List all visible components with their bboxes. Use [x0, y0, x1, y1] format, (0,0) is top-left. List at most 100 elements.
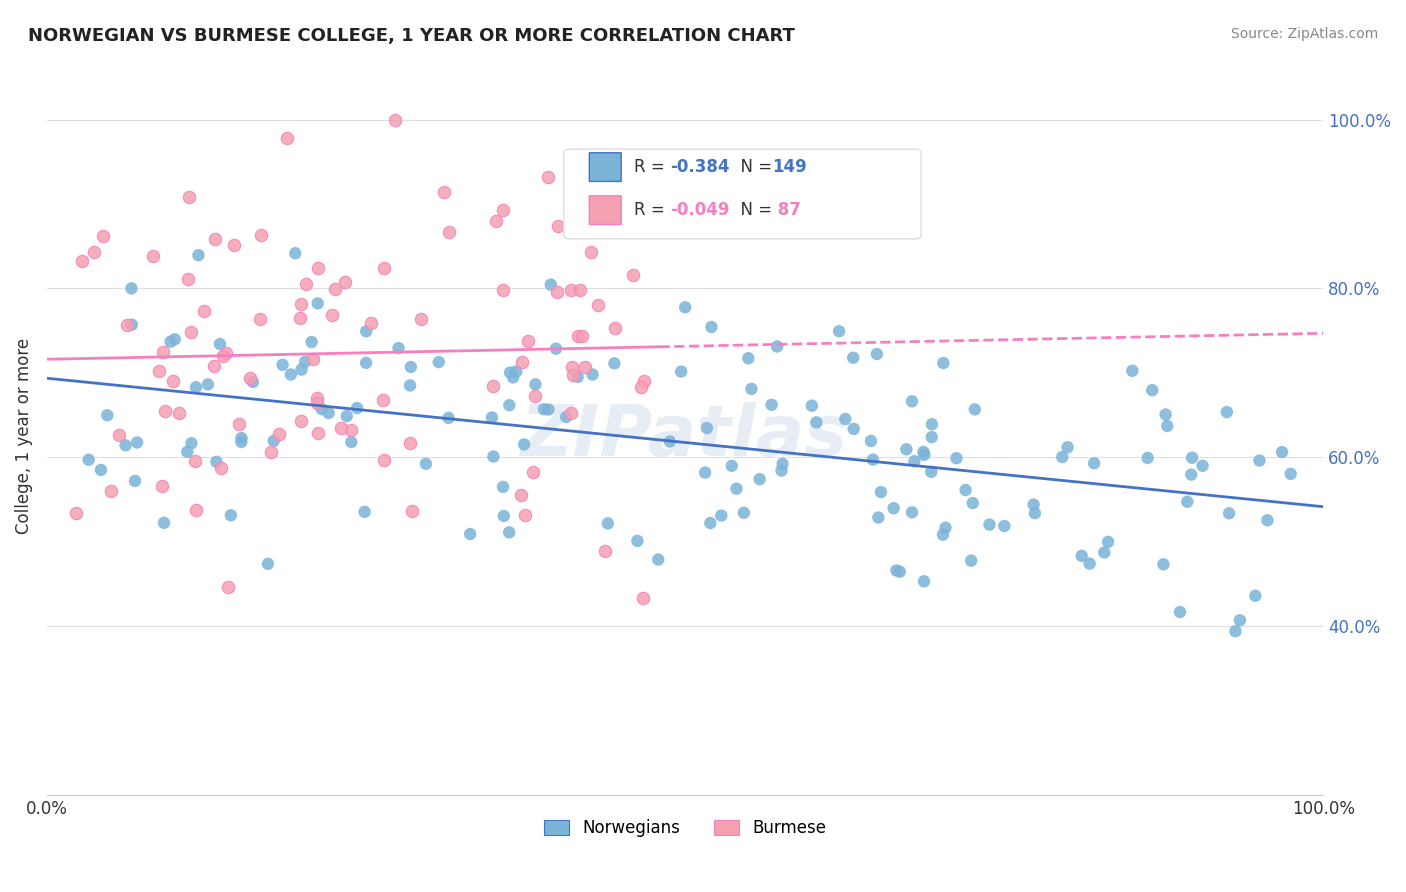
Norwegians [231, 434, 253, 449]
Norwegians [290, 362, 312, 376]
Burmese [560, 406, 582, 420]
Norwegians [859, 434, 882, 448]
Norwegians [127, 435, 149, 450]
Burmese [360, 316, 382, 330]
Burmese [373, 453, 395, 467]
Norwegians [336, 409, 359, 423]
Norwegians [399, 359, 422, 374]
Norwegians [1097, 534, 1119, 549]
Norwegians [208, 337, 231, 351]
Norwegians [1083, 456, 1105, 470]
Burmese [177, 272, 200, 286]
Norwegians [184, 380, 207, 394]
Norwegians [1022, 498, 1045, 512]
Text: N =: N = [730, 201, 778, 219]
Burmese [239, 371, 262, 385]
Norwegians [766, 339, 789, 353]
Norwegians [920, 465, 942, 479]
Text: R =: R = [634, 201, 671, 219]
Norwegians [770, 463, 793, 477]
Norwegians [387, 341, 409, 355]
Norwegians [458, 527, 481, 541]
Burmese [482, 379, 505, 393]
Norwegians [868, 510, 890, 524]
Norwegians [427, 355, 450, 369]
Norwegians [555, 409, 578, 424]
Norwegians [176, 444, 198, 458]
Burmese [152, 478, 174, 492]
Norwegians [354, 324, 377, 338]
Norwegians [242, 375, 264, 389]
Norwegians [979, 517, 1001, 532]
Burmese [211, 349, 233, 363]
Burmese [115, 318, 138, 332]
Norwegians [492, 480, 515, 494]
Burmese [148, 364, 170, 378]
Norwegians [159, 334, 181, 349]
Burmese [633, 374, 655, 388]
Norwegians [658, 434, 681, 449]
Burmese [579, 244, 602, 259]
Burmese [215, 346, 238, 360]
Burmese [399, 436, 422, 450]
Norwegians [626, 533, 648, 548]
FancyBboxPatch shape [589, 195, 621, 225]
Burmese [384, 112, 406, 127]
Burmese [177, 189, 200, 203]
Norwegians [1070, 549, 1092, 563]
Burmese [340, 423, 363, 437]
Norwegians [1136, 450, 1159, 465]
Text: R =: R = [634, 158, 671, 176]
Burmese [491, 202, 513, 217]
Burmese [193, 304, 215, 318]
Norwegians [399, 378, 422, 392]
Norwegians [1229, 613, 1251, 627]
Norwegians [263, 434, 285, 448]
Burmese [276, 130, 298, 145]
Burmese [371, 392, 394, 407]
Norwegians [1218, 506, 1240, 520]
Norwegians [1256, 513, 1278, 527]
Burmese [228, 417, 250, 432]
Text: ZIPatlas: ZIPatlas [522, 401, 849, 471]
Norwegians [301, 334, 323, 349]
Norwegians [1249, 453, 1271, 467]
Burmese [153, 404, 176, 418]
Norwegians [596, 516, 619, 531]
Norwegians [912, 445, 935, 459]
Burmese [70, 254, 93, 268]
Norwegians [710, 508, 733, 523]
Burmese [561, 359, 583, 374]
Norwegians [257, 557, 280, 571]
Norwegians [932, 527, 955, 541]
Norwegians [866, 347, 889, 361]
Burmese [305, 396, 328, 410]
Norwegians [524, 377, 547, 392]
Norwegians [733, 506, 755, 520]
Norwegians [932, 356, 955, 370]
Burmese [517, 334, 540, 348]
Norwegians [96, 409, 118, 423]
Norwegians [1181, 450, 1204, 465]
Norwegians [842, 422, 865, 436]
Burmese [329, 420, 352, 434]
Norwegians [415, 457, 437, 471]
Norwegians [533, 402, 555, 417]
Norwegians [963, 402, 986, 417]
Norwegians [889, 565, 911, 579]
Burmese [294, 277, 316, 292]
Burmese [546, 285, 568, 299]
Norwegians [955, 483, 977, 497]
Norwegians [153, 516, 176, 530]
Text: Source: ZipAtlas.com: Source: ZipAtlas.com [1230, 27, 1378, 41]
Burmese [152, 345, 174, 359]
Norwegians [581, 368, 603, 382]
Burmese [409, 311, 432, 326]
Norwegians [1244, 589, 1267, 603]
Burmese [335, 276, 357, 290]
Text: 149: 149 [772, 158, 807, 176]
Burmese [593, 544, 616, 558]
Norwegians [498, 525, 520, 540]
Norwegians [271, 358, 294, 372]
Burmese [401, 503, 423, 517]
